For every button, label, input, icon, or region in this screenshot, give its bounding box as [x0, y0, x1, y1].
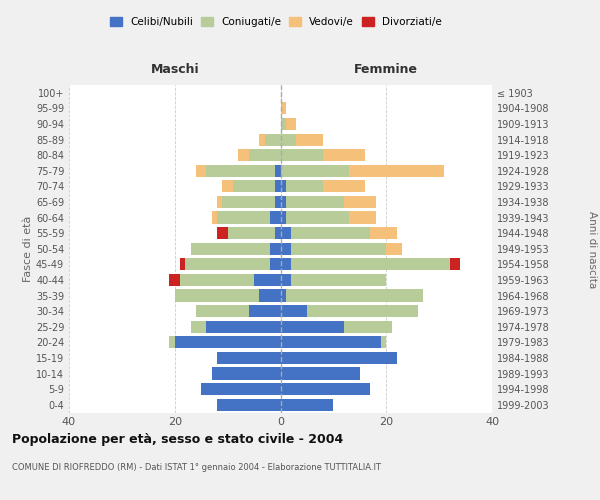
Bar [254, 274, 281, 286]
Bar [286, 290, 423, 302]
Bar [217, 212, 270, 224]
Bar [217, 398, 281, 411]
Bar [270, 258, 281, 270]
Bar [275, 227, 281, 239]
Bar [169, 336, 175, 348]
Bar [291, 258, 450, 270]
Bar [281, 368, 360, 380]
Bar [233, 180, 275, 192]
Bar [281, 305, 307, 317]
Bar [281, 196, 286, 208]
Legend: Celibi/Nubili, Coniugati/e, Vedovi/e, Divorziati/e: Celibi/Nubili, Coniugati/e, Vedovi/e, Di… [106, 12, 446, 31]
Bar [281, 118, 286, 130]
Bar [265, 134, 281, 145]
Bar [450, 258, 460, 270]
Bar [275, 164, 281, 177]
Bar [175, 290, 259, 302]
Bar [270, 212, 281, 224]
Text: Femmine: Femmine [354, 62, 418, 76]
Bar [238, 149, 249, 162]
Bar [370, 227, 397, 239]
Bar [217, 227, 227, 239]
Bar [281, 398, 334, 411]
Bar [323, 149, 365, 162]
Bar [349, 164, 445, 177]
Bar [223, 196, 275, 208]
Bar [344, 320, 392, 333]
Bar [286, 118, 296, 130]
Text: Popolazione per età, sesso e stato civile - 2004: Popolazione per età, sesso e stato civil… [12, 432, 343, 446]
Bar [286, 212, 349, 224]
Bar [386, 242, 402, 255]
Bar [212, 368, 281, 380]
Bar [281, 320, 344, 333]
Bar [281, 180, 286, 192]
Text: Maschi: Maschi [151, 62, 199, 76]
Bar [185, 258, 270, 270]
Bar [180, 258, 185, 270]
Bar [191, 242, 270, 255]
Bar [307, 305, 418, 317]
Bar [175, 336, 281, 348]
Bar [281, 134, 296, 145]
Y-axis label: Fasce di età: Fasce di età [23, 216, 33, 282]
Bar [281, 149, 323, 162]
Bar [291, 274, 386, 286]
Bar [259, 134, 265, 145]
Bar [281, 102, 286, 115]
Bar [249, 149, 281, 162]
Bar [281, 242, 291, 255]
Bar [281, 258, 291, 270]
Bar [291, 242, 386, 255]
Bar [281, 383, 370, 395]
Bar [217, 352, 281, 364]
Bar [281, 274, 291, 286]
Bar [227, 227, 275, 239]
Bar [206, 164, 275, 177]
Bar [259, 290, 281, 302]
Bar [201, 383, 281, 395]
Bar [281, 336, 381, 348]
Text: COMUNE DI RIOFREDDO (RM) - Dati ISTAT 1° gennaio 2004 - Elaborazione TUTTITALIA.: COMUNE DI RIOFREDDO (RM) - Dati ISTAT 1°… [12, 462, 381, 471]
Bar [291, 227, 370, 239]
Bar [281, 227, 291, 239]
Bar [249, 305, 281, 317]
Bar [286, 196, 344, 208]
Bar [296, 134, 323, 145]
Bar [196, 164, 206, 177]
Text: Anni di nascita: Anni di nascita [587, 212, 597, 288]
Bar [196, 305, 249, 317]
Bar [212, 212, 217, 224]
Bar [217, 196, 223, 208]
Bar [180, 274, 254, 286]
Bar [281, 212, 286, 224]
Bar [286, 180, 323, 192]
Bar [349, 212, 376, 224]
Bar [381, 336, 386, 348]
Bar [281, 164, 349, 177]
Bar [344, 196, 376, 208]
Bar [281, 352, 397, 364]
Bar [206, 320, 281, 333]
Bar [169, 274, 180, 286]
Bar [275, 180, 281, 192]
Bar [275, 196, 281, 208]
Bar [191, 320, 206, 333]
Bar [223, 180, 233, 192]
Bar [270, 242, 281, 255]
Bar [281, 290, 286, 302]
Bar [323, 180, 365, 192]
